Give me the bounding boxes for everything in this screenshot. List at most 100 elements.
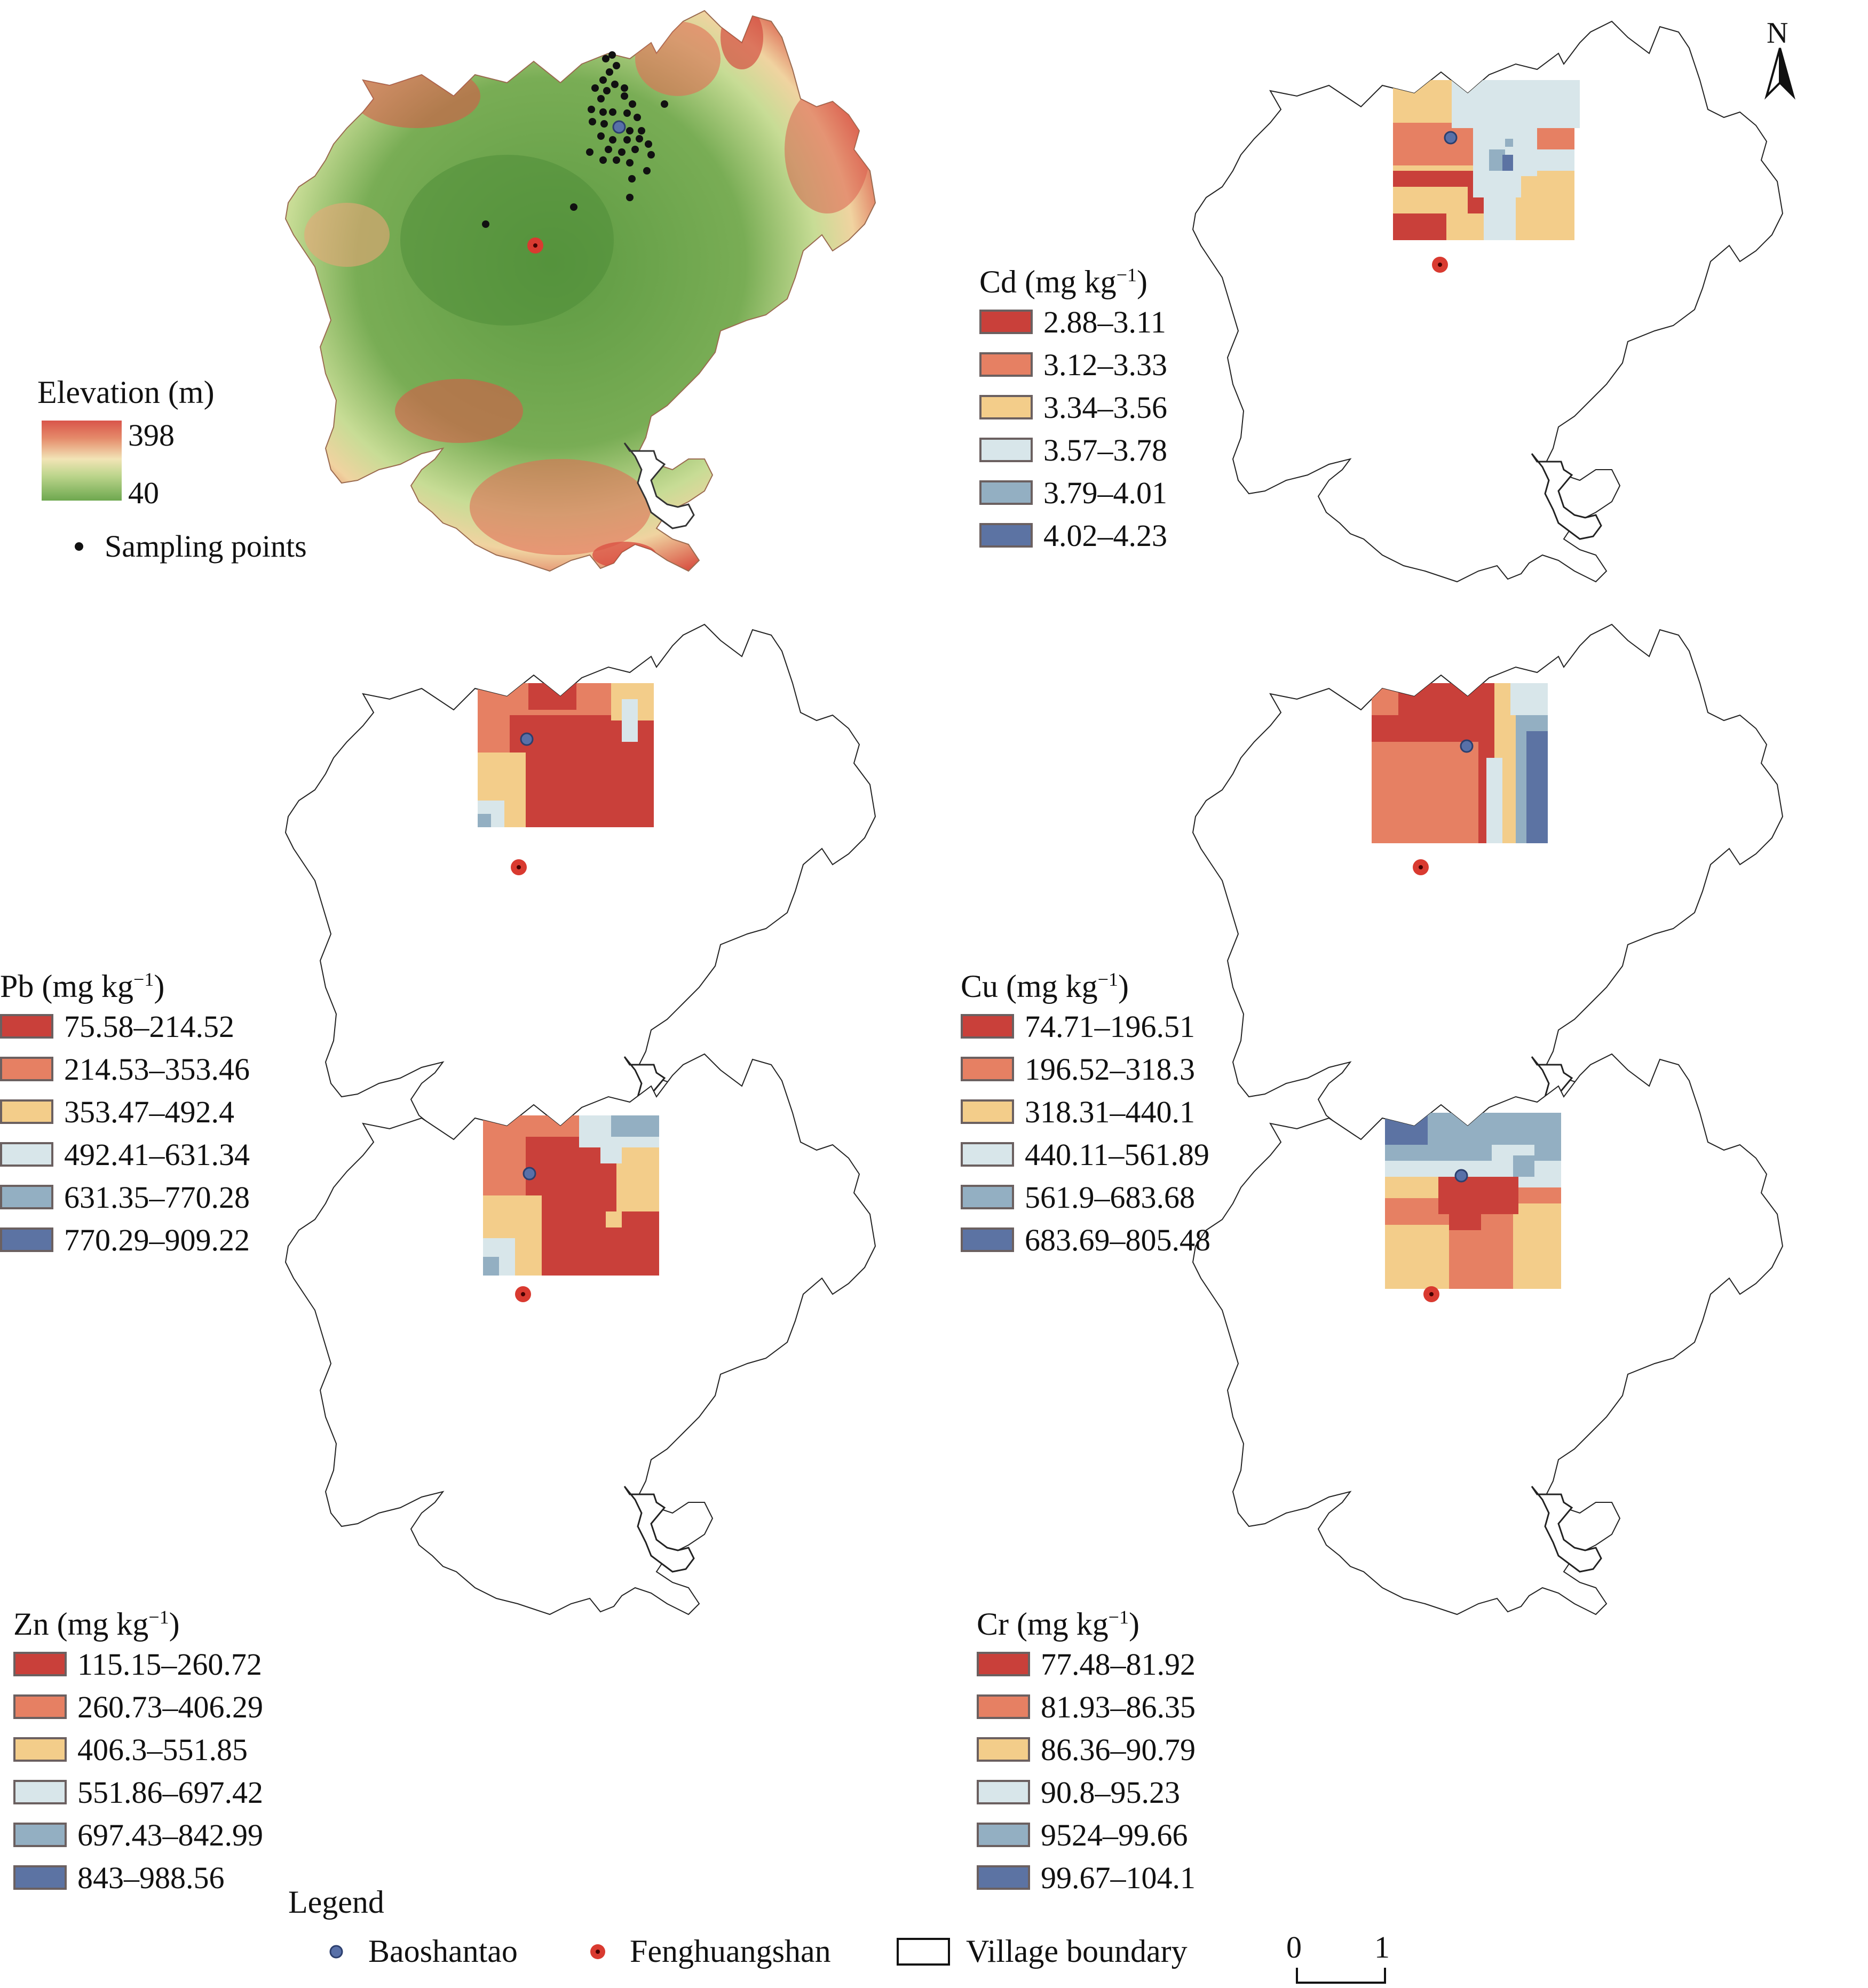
fenghuangshan-marker-center: [517, 865, 521, 869]
legend-swatch: [13, 1652, 67, 1676]
sampling-point: [588, 106, 595, 113]
sampling-point: [643, 167, 651, 175]
unit-label: (mg kg: [1006, 969, 1098, 1004]
concentration-zone: [478, 814, 491, 827]
zn-legend-title: Zn (mg kg−1): [13, 1598, 263, 1643]
concentration-zone: [1486, 758, 1502, 843]
zn-map-panel: [283, 1043, 939, 1615]
legend-swatch: [0, 1057, 53, 1081]
concentration-zone: [622, 699, 638, 742]
village-boundary-symbol: [897, 1937, 950, 1966]
baoshantao-marker: [523, 1167, 536, 1181]
sampling-point: [629, 100, 636, 108]
cd-map-panel: [1190, 11, 1847, 582]
legend-class-row: 697.43–842.99: [13, 1813, 263, 1856]
legend-class-row: 318.31–440.1: [961, 1090, 1210, 1133]
sampling-point: [599, 76, 607, 84]
legend-class-row: 843–988.56: [13, 1856, 263, 1899]
legend-class-label: 77.48–81.92: [1041, 1646, 1196, 1682]
legend-class-label: 551.86–697.42: [77, 1775, 263, 1810]
sampling-point: [597, 95, 605, 102]
scale-start-label: 0: [1286, 1930, 1302, 1965]
sampling-point-symbol: [75, 542, 83, 551]
legend-class-label: 9524–99.66: [1041, 1817, 1188, 1852]
baoshantao-icon: [329, 1945, 343, 1958]
north-arrow-icon: [1764, 47, 1795, 100]
legend-class-row: 86.36–90.79: [977, 1728, 1196, 1771]
sampling-point: [631, 146, 639, 153]
pb-legend-title: Pb (mg kg−1): [0, 961, 250, 1005]
fenghuangshan-marker-center: [1438, 263, 1442, 267]
sampling-point: [621, 84, 628, 92]
legend-class-label: 74.71–196.51: [1025, 1009, 1195, 1044]
zn-legend: Zn (mg kg−1) 115.15–260.72 260.73–406.29 40…: [13, 1598, 263, 1899]
cu-map: [1192, 624, 1783, 1185]
concentration-zone: [1385, 1177, 1438, 1198]
sampling-point: [597, 132, 605, 140]
sampling-point: [626, 194, 634, 201]
legend-swatch: [977, 1694, 1030, 1719]
sampling-point: [605, 146, 612, 153]
sampling-point: [628, 175, 636, 183]
sampling-point: [609, 136, 616, 144]
sampling-point: [621, 92, 628, 100]
legend-swatch: [961, 1057, 1014, 1081]
legend-class-row: 115.15–260.72: [13, 1643, 263, 1685]
unit-label: (mg kg: [1025, 264, 1117, 299]
legend-class-label: 843–988.56: [77, 1860, 225, 1895]
cu-legend-title: Cu (mg kg−1): [961, 961, 1210, 1005]
legend-class-row: 440.11–561.89: [961, 1133, 1210, 1176]
sampling-point: [589, 118, 596, 125]
baoshantao-marker: [1444, 131, 1458, 145]
unit-label: (mg kg: [57, 1606, 149, 1642]
sampling-point: [661, 100, 668, 108]
concentration-zone: [1393, 80, 1441, 117]
legend-class-row: 81.93–86.35: [977, 1685, 1196, 1728]
concentration-zone: [606, 1211, 622, 1227]
cr-interpolation-surface: [1385, 1113, 1561, 1289]
unit-close: ): [1137, 264, 1147, 299]
unit-label: (mg kg: [42, 969, 134, 1004]
concentration-zone: [1521, 176, 1574, 240]
cu-map-panel: [1190, 614, 1847, 1185]
concentration-zone: [1513, 1203, 1561, 1289]
elevation-max-label: 398: [128, 418, 175, 453]
legend-class-row: 353.47–492.4: [0, 1090, 250, 1133]
legend-village-boundary: Village boundary: [897, 1933, 1188, 1970]
elevation-legend-title: Elevation (m): [37, 375, 215, 410]
concentration-zone: [1393, 213, 1446, 240]
legend-village-boundary-label: Village boundary: [966, 1934, 1188, 1969]
scale-end-label: 1: [1374, 1930, 1390, 1965]
legend-class-label: 90.8–95.23: [1041, 1775, 1180, 1810]
legend-class-row: 74.71–196.51: [961, 1005, 1210, 1048]
legend-class-label: 4.02–4.23: [1043, 518, 1167, 553]
legend-class-label: 353.47–492.4: [64, 1094, 234, 1129]
legend-class-row: 3.34–3.56: [979, 386, 1167, 429]
legend-swatch: [979, 395, 1033, 419]
concentration-zone: [1510, 683, 1548, 715]
sampling-point: [591, 84, 599, 92]
legend-baoshantao: Baoshantao: [326, 1933, 518, 1970]
concentration-zone: [611, 1115, 659, 1137]
legend-class-label: 75.58–214.52: [64, 1009, 234, 1044]
concentration-zone: [616, 1147, 659, 1211]
cd-interpolation-surface: [1393, 80, 1580, 240]
cr-legend: Cr (mg kg−1) 77.48–81.92 81.93–86.35 86.36–…: [977, 1598, 1196, 1899]
sampling-point: [606, 68, 613, 76]
legend-class-label: 697.43–842.99: [77, 1817, 263, 1852]
legend-class-label: 81.93–86.35: [1041, 1689, 1196, 1724]
legend-swatch: [977, 1652, 1030, 1676]
legend-class-label: 318.31–440.1: [1025, 1094, 1195, 1129]
legend-class-row: 492.41–631.34: [0, 1133, 250, 1176]
sampling-point: [608, 51, 616, 59]
concentration-zone: [1502, 155, 1513, 171]
sampling-point: [613, 156, 620, 164]
sampling-point: [623, 136, 631, 144]
unit-exponent: −1: [1108, 1606, 1129, 1628]
elevation-map: [285, 10, 876, 572]
legend-swatch: [979, 352, 1033, 377]
legend-class-row: 2.88–3.11: [979, 300, 1167, 343]
concentration-zone: [1385, 1113, 1428, 1145]
element-symbol: Zn: [13, 1606, 49, 1642]
cr-legend-title: Cr (mg kg−1): [977, 1598, 1196, 1643]
